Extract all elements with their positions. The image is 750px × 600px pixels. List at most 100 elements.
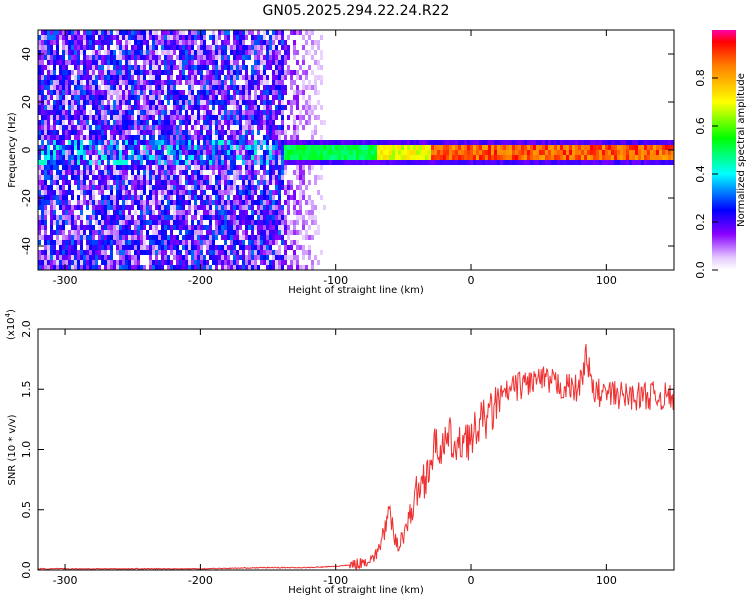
heatmap-cell xyxy=(146,250,149,255)
heatmap-cell xyxy=(272,170,275,175)
heatmap-cell xyxy=(194,150,197,155)
heatmap-cell xyxy=(140,185,143,190)
colorbar-label: Normalized spectral amplitude xyxy=(736,73,747,227)
heatmap-cell xyxy=(62,170,65,175)
heatmap-cell xyxy=(257,45,260,50)
heatmap-cell xyxy=(149,165,152,170)
heatmap-cell xyxy=(119,125,122,130)
heatmap-cell xyxy=(320,75,323,80)
heatmap-cell xyxy=(116,200,119,205)
heatmap-cell xyxy=(299,180,302,185)
heatmap-cell xyxy=(275,45,278,50)
heatmap-cell xyxy=(107,165,110,170)
heatmap-cell xyxy=(77,125,80,130)
heatmap-cell xyxy=(104,110,107,115)
heatmap-cell xyxy=(80,100,83,105)
heatmap-cell xyxy=(269,190,272,195)
heatmap-cell xyxy=(206,105,209,110)
heatmap-cell xyxy=(230,75,233,80)
heatmap-cell xyxy=(56,105,59,110)
heatmap-cell xyxy=(179,260,182,265)
heatmap-cell xyxy=(53,30,56,35)
heatmap-cell xyxy=(179,185,182,190)
heatmap-cell xyxy=(77,165,80,170)
heatmap-cell xyxy=(143,100,146,105)
heatmap-cell xyxy=(299,155,302,160)
heatmap-cell xyxy=(212,245,215,250)
heatmap-cell xyxy=(59,220,62,225)
heatmap-cell xyxy=(68,235,71,240)
heatmap-cell xyxy=(620,150,623,155)
heatmap-cell xyxy=(281,105,284,110)
heatmap-cell xyxy=(113,150,116,155)
heatmap-cell xyxy=(500,140,503,145)
heatmap-cell xyxy=(194,65,197,70)
heatmap-cell xyxy=(215,245,218,250)
heatmap-cell xyxy=(89,110,92,115)
heatmap-cell xyxy=(191,55,194,60)
heatmap-cell xyxy=(425,160,428,165)
heatmap-cell xyxy=(269,260,272,265)
heatmap-cell xyxy=(593,140,596,145)
heatmap-cell xyxy=(53,90,56,95)
heatmap-cell xyxy=(230,245,233,250)
heatmap-cell xyxy=(98,210,101,215)
heatmap-cell xyxy=(155,235,158,240)
heatmap-cell xyxy=(71,265,74,270)
heatmap-cell xyxy=(119,130,122,135)
heatmap-cell xyxy=(242,125,245,130)
heatmap-cell xyxy=(218,75,221,80)
snr-panel: -300 -200 -100 0 100 0.00.51.01.52.0 Height … xyxy=(4,309,675,596)
heatmap-cell xyxy=(287,205,290,210)
heatmap-cell xyxy=(167,40,170,45)
heatmap-cell xyxy=(149,250,152,255)
heatmap-cell xyxy=(170,40,173,45)
heatmap-cell xyxy=(239,165,242,170)
heatmap-cell xyxy=(56,130,59,135)
heatmap-cell xyxy=(50,195,53,200)
heatmap-cell xyxy=(176,130,179,135)
heatmap-cell xyxy=(155,100,158,105)
heatmap-cell xyxy=(68,115,71,120)
heatmap-cell xyxy=(275,165,278,170)
heatmap-cell xyxy=(140,30,143,35)
heatmap-cell xyxy=(95,60,98,65)
heatmap-cell xyxy=(188,155,191,160)
heatmap-cell xyxy=(92,260,95,265)
heatmap-cell xyxy=(170,235,173,240)
heatmap-cell xyxy=(95,255,98,260)
y-tick-label: 1.5 xyxy=(20,381,33,399)
heatmap-cell xyxy=(218,85,221,90)
heatmap-cell xyxy=(386,150,389,155)
heatmap-cell xyxy=(95,115,98,120)
heatmap-cell xyxy=(224,230,227,235)
heatmap-cell xyxy=(152,120,155,125)
heatmap-cell xyxy=(155,125,158,130)
heatmap-cell xyxy=(185,265,188,270)
heatmap-cell xyxy=(272,180,275,185)
heatmap-cell xyxy=(125,30,128,35)
heatmap-cell xyxy=(239,170,242,175)
heatmap-cell xyxy=(290,180,293,185)
heatmap-cell xyxy=(269,200,272,205)
heatmap-cell xyxy=(155,45,158,50)
heatmap-cell xyxy=(566,145,569,150)
heatmap-cell xyxy=(95,245,98,250)
heatmap-cell xyxy=(371,145,374,150)
heatmap-cell xyxy=(68,240,71,245)
heatmap-cell xyxy=(125,125,128,130)
heatmap-cell xyxy=(305,155,308,160)
heatmap-cell xyxy=(302,165,305,170)
heatmap-cell xyxy=(248,200,251,205)
heatmap-cell xyxy=(329,150,332,155)
heatmap-cell xyxy=(158,120,161,125)
heatmap-cell xyxy=(203,255,206,260)
heatmap-cell xyxy=(176,105,179,110)
heatmap-cell xyxy=(92,45,95,50)
heatmap-cell xyxy=(239,130,242,135)
heatmap-cell xyxy=(236,140,239,145)
heatmap-cell xyxy=(152,50,155,55)
heatmap-cell xyxy=(464,160,467,165)
heatmap-cell xyxy=(218,210,221,215)
